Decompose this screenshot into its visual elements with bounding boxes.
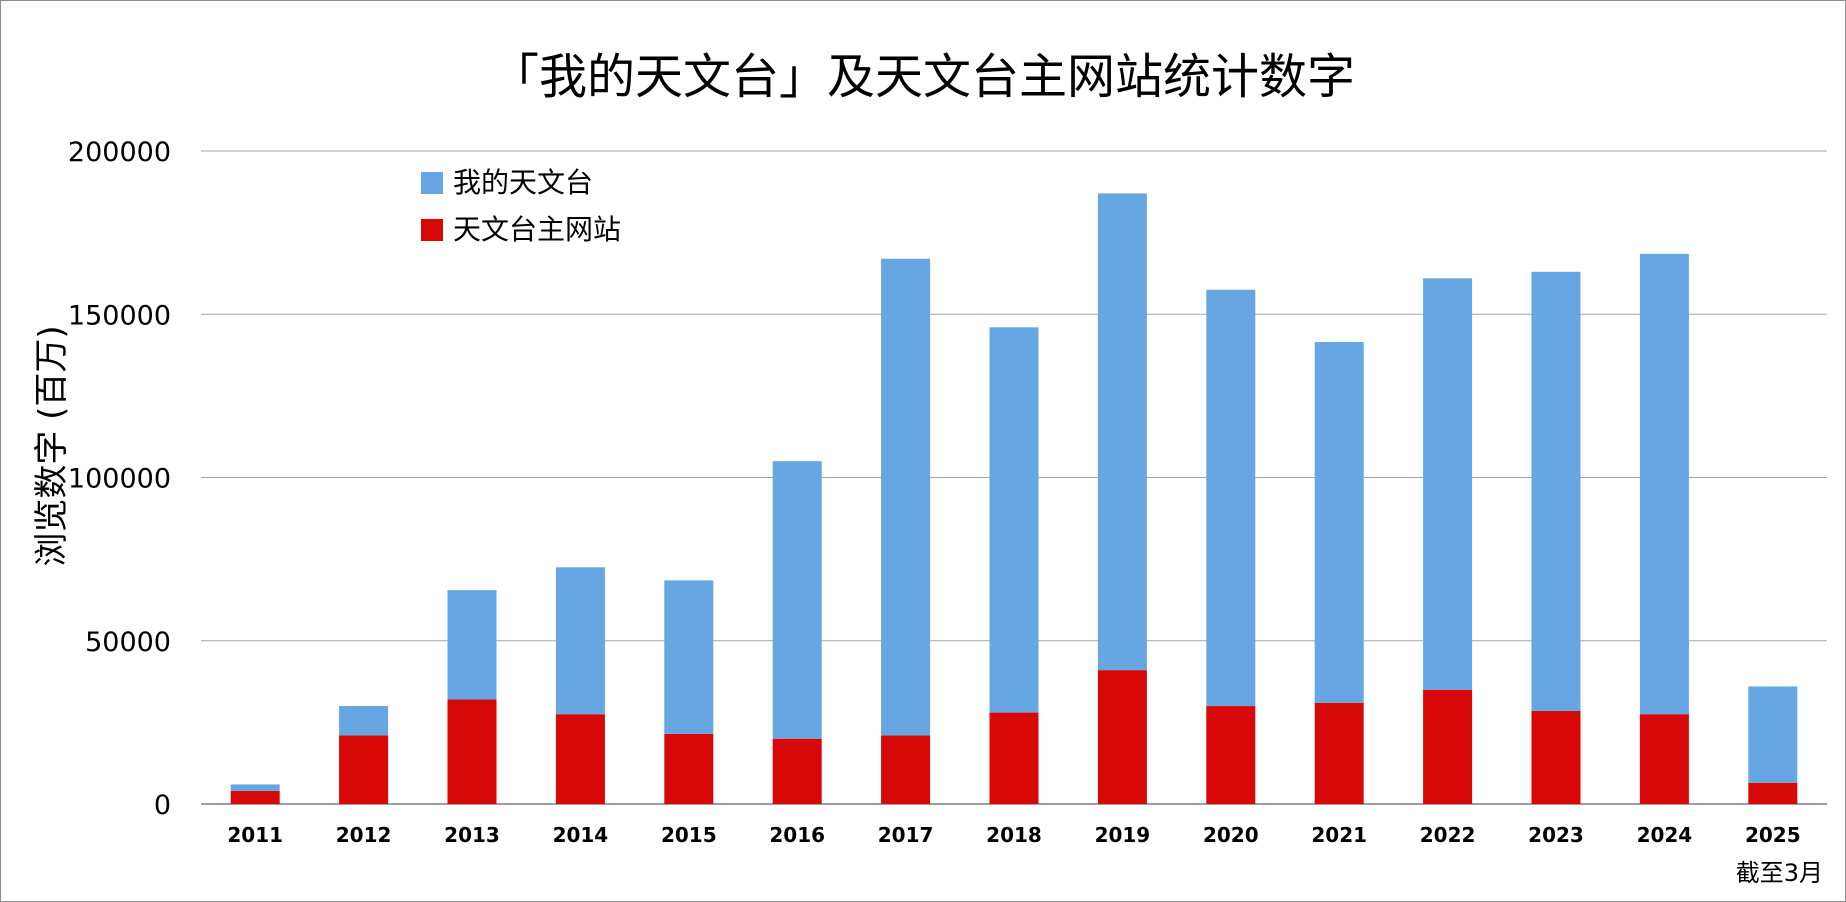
bar-main-website-2017	[881, 735, 931, 804]
bar-my-observatory-2020	[1206, 289, 1256, 707]
bar-main-website-2015	[664, 733, 714, 804]
bar-my-observatory-2011	[230, 784, 280, 791]
bar-main-website-2014	[555, 714, 605, 804]
bar-main-website-2020	[1206, 706, 1256, 804]
legend: 我的天文台 天文台主网站	[421, 166, 621, 246]
y-tick-label: 0	[154, 790, 171, 821]
x-tick-label: 2022	[1420, 823, 1476, 847]
bar-my-observatory-2016	[772, 461, 822, 739]
bar-my-observatory-2022	[1423, 278, 1473, 690]
bar-main-website-2021	[1314, 702, 1364, 804]
bar-main-website-2024	[1639, 714, 1689, 804]
bar-my-observatory-2014	[555, 567, 605, 715]
bar-my-observatory-2013	[447, 590, 497, 700]
y-tick-label: 150000	[68, 300, 171, 331]
bar-main-website-2025	[1748, 782, 1798, 804]
bar-main-website-2013	[447, 699, 497, 804]
legend-swatch-main-website	[421, 219, 443, 241]
chart-title: 「我的天文台」及天文台主网站统计数字	[491, 49, 1355, 105]
bar-my-observatory-2012	[339, 706, 389, 736]
bar-my-observatory-2023	[1531, 271, 1581, 711]
footnote-as-of-march: 截至3月	[1736, 859, 1823, 887]
bar-main-website-2023	[1531, 710, 1581, 804]
bar-my-observatory-2018	[989, 327, 1039, 713]
bar-main-website-2011	[230, 790, 280, 804]
x-tick-label: 2024	[1637, 823, 1693, 847]
x-tick-label: 2012	[336, 823, 392, 847]
x-tick-label: 2018	[986, 823, 1042, 847]
y-axis-ticks: 0 50000 100000 150000 200000	[68, 137, 171, 821]
bar-my-observatory-2025	[1748, 686, 1798, 783]
legend-swatch-my-observatory	[421, 172, 443, 194]
bar-my-observatory-2017	[881, 258, 931, 736]
y-tick-label: 50000	[85, 627, 171, 658]
x-tick-label: 2023	[1528, 823, 1584, 847]
bar-main-website-2016	[772, 738, 822, 804]
legend-label-main-website: 天文台主网站	[453, 213, 621, 246]
y-tick-label: 200000	[68, 137, 171, 168]
x-tick-label: 2025	[1745, 823, 1801, 847]
bar-main-website-2019	[1097, 670, 1147, 804]
x-tick-label: 2016	[769, 823, 825, 847]
bar-main-website-2022	[1423, 689, 1473, 804]
y-tick-label: 100000	[68, 464, 171, 495]
legend-label-my-observatory: 我的天文台	[453, 166, 593, 199]
bars	[230, 193, 1798, 804]
x-tick-label: 2013	[444, 823, 500, 847]
x-tick-label: 2019	[1095, 823, 1151, 847]
bar-my-observatory-2024	[1639, 253, 1689, 715]
bar-main-website-2018	[989, 712, 1039, 804]
x-tick-label: 2014	[553, 823, 609, 847]
x-tick-label: 2015	[661, 823, 717, 847]
bar-my-observatory-2015	[664, 580, 714, 734]
y-axis-label: 浏览数字 (百万)	[32, 325, 72, 566]
x-tick-label: 2021	[1311, 823, 1367, 847]
x-tick-label: 2011	[227, 823, 283, 847]
bar-main-website-2012	[339, 735, 389, 804]
x-tick-label: 2020	[1203, 823, 1259, 847]
bar-my-observatory-2019	[1097, 193, 1147, 671]
x-axis-ticks: 2011 2012 2013 2014 2015 2016 2017 2018 2019 2020…	[227, 823, 1800, 847]
bar-my-observatory-2021	[1314, 342, 1364, 703]
x-tick-label: 2017	[878, 823, 934, 847]
